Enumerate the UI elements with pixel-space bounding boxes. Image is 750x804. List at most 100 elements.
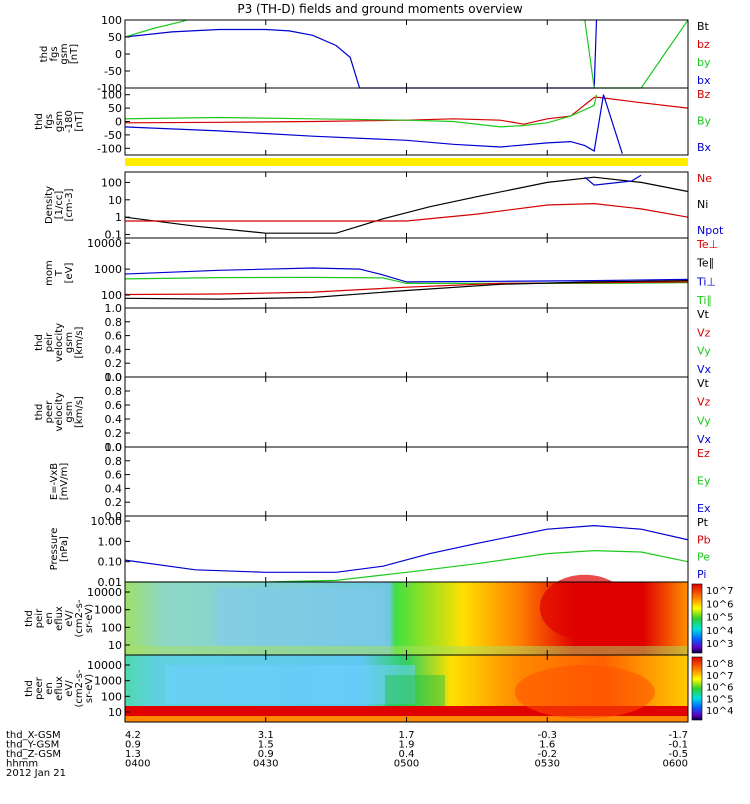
vi-legend-Vt: Vt [697, 308, 710, 321]
fgl-ylabel: [nT] [74, 111, 85, 131]
ion_spec-colorbar-label: 10^4 [706, 626, 733, 637]
ve-legend-Vx: Vx [697, 433, 712, 446]
ve-tick-label: 0.0 [105, 441, 123, 454]
ion_spec-ylabel: eflux [54, 606, 65, 631]
temperature-series-Te∥ [125, 280, 688, 300]
ion_spec-ylabel: thd [24, 610, 35, 627]
fgs-ylabel: [nT] [69, 44, 80, 64]
elec_spec-tick-label: 10 [108, 706, 122, 719]
vi-tick-label: 0.2 [105, 357, 123, 370]
temperature-tick-label: 10000 [87, 237, 122, 250]
footer-value: 0400 [125, 759, 150, 770]
elec_spec-ylabel: sr-eV) [84, 674, 95, 703]
footer-label-thd_X-GSM: thd_X-GSM [6, 730, 61, 741]
ve-legend-Vt: Vt [697, 377, 710, 390]
vi-tick-label: 0.6 [105, 330, 123, 343]
pressure-legend-Pi: Pi [697, 568, 706, 581]
efield-frame [124, 446, 689, 517]
ve-legend-Vy: Vy [697, 414, 711, 427]
elec_spec-colorbar-label: 10^5 [706, 694, 733, 705]
efield-tick-label: 0.4 [105, 482, 123, 495]
fgs-tick-label: -100 [97, 82, 122, 95]
elec_spec-colorbar-label: 10^7 [706, 671, 733, 682]
fgs-ylabel: gsm [59, 43, 70, 64]
elec_spec-ylabel: (cm2-s- [74, 669, 85, 707]
fgs-legend-bx: bx [697, 74, 711, 87]
ion_spec-colorbar [691, 583, 703, 654]
ve-frame [124, 376, 689, 448]
efield-tick-label: 0.0 [105, 510, 123, 523]
temperature-frame [124, 237, 689, 309]
density-ylabel: [cm-3] [64, 188, 75, 221]
footer-value: 0.4 [399, 749, 415, 760]
footer-value: 4.2 [125, 730, 141, 741]
ion_spec-ylabel: en [44, 612, 55, 625]
fgl-series-Bz [125, 96, 688, 125]
ion_spec-ylabel: peir [34, 608, 45, 628]
fgs-legend-Bt: Bt [697, 20, 710, 33]
fgl-ylabel: gsm [54, 111, 65, 132]
pressure-tick-label: 10.00 [91, 515, 123, 528]
elec_spec-colorbar-label: 10^4 [706, 706, 733, 717]
density-ylabel: Density [44, 186, 55, 224]
elec_spec-colorbar [691, 656, 703, 721]
fgs-tick-label: 50 [108, 31, 122, 44]
pressure-legend-Pt: Pt [697, 516, 709, 529]
footer-value: 1.5 [258, 740, 274, 751]
footer-label-hhmm: hhmm [6, 759, 38, 770]
efield-tick-label: 0.2 [105, 496, 123, 509]
efield-tick-label: 0.8 [105, 455, 123, 468]
ion_spec-tick-label: 100 [101, 621, 122, 634]
fgl-series-Bx [125, 94, 623, 154]
ion_spec-colorbar-label: 10^3 [706, 639, 733, 650]
fgl-legend-Bx: Bx [697, 141, 712, 154]
fgl-tick-label: 0 [115, 116, 122, 129]
footer-value: 1.6 [539, 740, 555, 751]
footer-value: 0530 [535, 759, 560, 770]
temperature-ylabel: [eV] [64, 263, 75, 284]
fgl-legend-Bz: Bz [697, 88, 711, 101]
temperature-series-Ti⊥ [125, 267, 688, 283]
efield-ylabel: E=-VxB [49, 463, 60, 500]
status-bar [125, 158, 688, 166]
fgs-series-bx [125, 20, 598, 89]
footer-value: -0.5 [668, 749, 688, 760]
footer-label-thd_Y-GSM: thd_Y-GSM [6, 740, 59, 751]
vi-ylabel: peir [44, 332, 55, 352]
vi-ylabel: velocity [54, 323, 65, 362]
fgs-tick-label: 100 [101, 14, 122, 27]
fgs-ylabel: fgs [49, 46, 60, 61]
pressure-tick-label: 0.01 [98, 576, 123, 589]
vi-legend-Vx: Vx [697, 363, 712, 376]
temperature-legend-Ti⊥: Ti⊥ [696, 275, 716, 288]
density-tick-label: 100 [101, 176, 122, 189]
fgs-tick-label: -50 [104, 65, 122, 78]
footer-value: 1.7 [399, 730, 415, 741]
elec_spec-colorbar-label: 10^6 [706, 683, 733, 694]
ion_spec-tick-label: 1000 [94, 604, 122, 617]
efield-legend-Ez: Ez [697, 447, 710, 460]
efield-legend-Ey: Ey [697, 475, 711, 488]
vi-ylabel: gsm [64, 332, 75, 353]
elec-cold-region [165, 665, 415, 704]
density-ylabel: [1/cc] [54, 191, 65, 220]
temperature-legend-Te∥: Te∥ [696, 257, 714, 270]
ion_spec-ylabel: eV/ [64, 610, 75, 627]
ion-hot-region [539, 574, 630, 641]
ve-tick-label: 0.8 [105, 385, 123, 398]
vi-ylabel: [km/s] [74, 326, 85, 358]
elec_spec-ylabel: eflux [54, 676, 65, 701]
fgl-ylabel: -180 [64, 110, 75, 133]
fgs-legend-by: by [697, 56, 711, 69]
efield-legend-Ex: Ex [697, 502, 711, 515]
elec_spec-ylabel: en [44, 682, 55, 695]
ve-tick-label: 0.6 [105, 399, 123, 412]
elec_spec-tick-label: 1000 [94, 675, 122, 688]
ion_spec-ylabel: (cm2-s- [74, 599, 85, 637]
footer-value: -0.3 [537, 730, 557, 741]
pressure-ylabel: Pressure [49, 528, 60, 571]
fgs-legend-bz: bz [697, 38, 710, 51]
fgl-tick-label: -50 [104, 129, 122, 142]
